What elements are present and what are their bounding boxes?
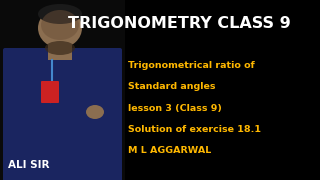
Ellipse shape bbox=[38, 8, 82, 48]
FancyBboxPatch shape bbox=[3, 48, 122, 180]
Ellipse shape bbox=[86, 105, 104, 119]
Bar bbox=[48, 42, 72, 60]
Text: Solution of exercise 18.1: Solution of exercise 18.1 bbox=[128, 125, 261, 134]
Ellipse shape bbox=[45, 41, 75, 55]
FancyBboxPatch shape bbox=[41, 81, 59, 103]
Text: lesson 3 (Class 9): lesson 3 (Class 9) bbox=[128, 104, 222, 113]
Bar bbox=[0, 0, 125, 180]
Text: M L AGGARWAL: M L AGGARWAL bbox=[128, 146, 211, 155]
Ellipse shape bbox=[41, 10, 79, 40]
Ellipse shape bbox=[38, 4, 82, 24]
Text: ALI SIR: ALI SIR bbox=[8, 160, 50, 170]
Text: TRIGONOMETRY CLASS 9: TRIGONOMETRY CLASS 9 bbox=[68, 16, 291, 31]
FancyBboxPatch shape bbox=[67, 62, 103, 123]
Text: Standard angles: Standard angles bbox=[128, 82, 215, 91]
Text: Trigonometrical ratio of: Trigonometrical ratio of bbox=[128, 61, 255, 70]
